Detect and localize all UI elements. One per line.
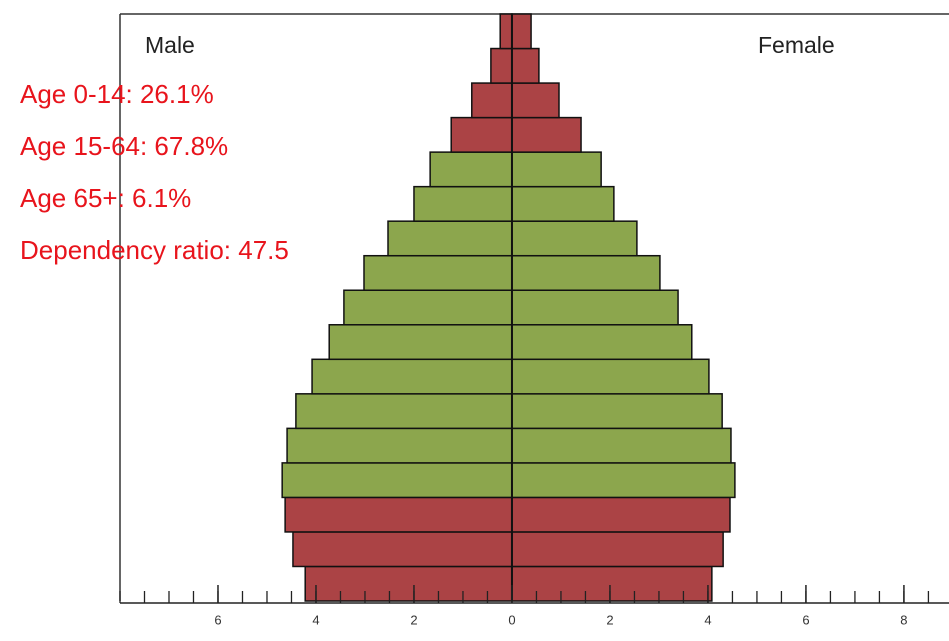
female-label: Female bbox=[758, 32, 835, 58]
bar bbox=[511, 151, 602, 188]
annotation: Age 15-64: 67.8% bbox=[20, 131, 228, 161]
bar bbox=[511, 82, 560, 119]
bar bbox=[511, 324, 693, 361]
x-tick-label: 2 bbox=[410, 612, 417, 627]
bar bbox=[511, 185, 615, 222]
bar bbox=[511, 220, 638, 257]
x-tick-label: 6 bbox=[214, 612, 221, 627]
bar bbox=[284, 496, 513, 533]
bar bbox=[511, 116, 582, 153]
bar bbox=[295, 393, 513, 430]
annotation: Dependency ratio: 47.5 bbox=[20, 235, 289, 265]
bar bbox=[499, 13, 513, 50]
bar bbox=[490, 47, 513, 84]
bar bbox=[511, 254, 661, 291]
annotation: Age 65+: 6.1% bbox=[20, 183, 191, 213]
bar bbox=[328, 324, 513, 361]
bar bbox=[450, 116, 513, 153]
bar bbox=[511, 358, 710, 395]
bar bbox=[511, 531, 724, 568]
bar bbox=[343, 289, 513, 326]
x-tick-label: 8 bbox=[900, 612, 907, 627]
bar bbox=[511, 13, 532, 50]
male-label: Male bbox=[145, 32, 195, 58]
bar bbox=[511, 565, 713, 602]
x-tick-label: 6 bbox=[802, 612, 809, 627]
bar bbox=[413, 185, 513, 222]
x-tick-label: 4 bbox=[704, 612, 711, 627]
bar bbox=[429, 151, 513, 188]
bar bbox=[511, 47, 540, 84]
bar bbox=[387, 220, 513, 257]
bar bbox=[281, 462, 513, 499]
bar bbox=[471, 82, 513, 119]
bar bbox=[511, 427, 732, 464]
x-tick-label: 0 bbox=[508, 612, 515, 627]
x-tick-label: 2 bbox=[606, 612, 613, 627]
bar bbox=[511, 393, 723, 430]
bar bbox=[511, 462, 736, 499]
bar bbox=[511, 496, 731, 533]
bar bbox=[304, 565, 513, 602]
bar bbox=[311, 358, 513, 395]
x-tick-label: 4 bbox=[312, 612, 319, 627]
bar bbox=[363, 254, 513, 291]
annotation: Age 0-14: 26.1% bbox=[20, 79, 214, 109]
bar bbox=[292, 531, 513, 568]
bar bbox=[286, 427, 513, 464]
bar bbox=[511, 289, 679, 326]
